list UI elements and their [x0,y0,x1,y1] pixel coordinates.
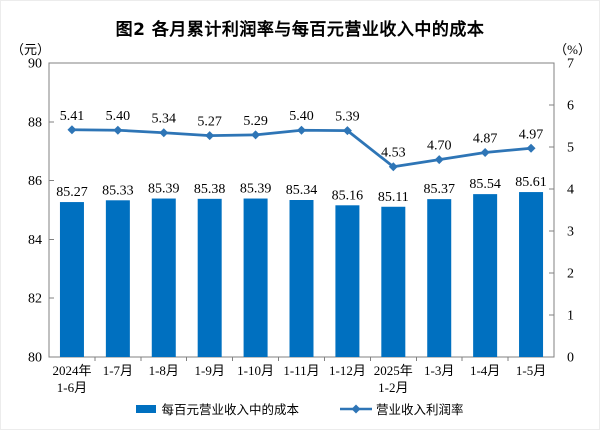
right-axis-tick-label: 3 [567,225,574,240]
line-marker-icon [113,125,123,135]
bar-series-swatch-icon [136,404,157,413]
legend: 每百元营业收入中的成本 营业收入利润率 [1,399,599,418]
bar-value-label: 85.38 [194,182,226,197]
line-marker-icon [388,162,398,172]
bar-value-label: 85.39 [240,182,272,197]
bar [59,202,84,357]
line-value-label: 4.53 [381,146,406,161]
left-axis-tick-label: 88 [28,115,42,130]
line-value-label: 4.97 [519,127,544,142]
line-value-label: 5.40 [289,109,314,124]
x-axis-label: 2025年 [374,363,413,378]
bar-value-label: 85.27 [56,185,88,200]
legend-label-profit-rate: 营业收入利润率 [376,403,464,417]
bar-value-label: 85.16 [332,188,364,203]
left-axis-tick-label: 84 [28,233,42,248]
line-series-swatch-icon [339,403,373,415]
line-marker-icon [526,143,536,153]
right-axis-tick-label: 4 [567,183,574,198]
bar-value-label: 85.11 [378,190,409,205]
x-axis-label: 1-9月 [195,363,225,378]
x-axis-label: 1-4月 [470,363,500,378]
right-axis-tick-label: 2 [567,267,574,282]
x-axis-label: 1-3月 [424,363,454,378]
bar [519,192,544,357]
line-value-label: 4.70 [427,139,452,154]
line-marker-icon [480,147,490,157]
line-value-label: 5.29 [243,114,268,129]
left-axis-tick-label: 82 [28,292,42,307]
left-axis-tick-label: 80 [28,351,42,366]
x-axis-label: 1-6月 [57,380,87,395]
legend-item-profit-rate: 营业收入利润率 [339,399,464,418]
bar [335,205,360,357]
bar-value-label: 85.34 [286,183,318,198]
line-value-label: 5.41 [60,109,85,124]
bar [381,206,406,357]
left-axis-tick-label: 86 [28,174,42,189]
bar-value-label: 85.39 [148,182,180,197]
bar-value-label: 85.61 [515,175,547,190]
x-axis-label: 2024年 [52,363,91,378]
line-value-label: 5.34 [152,112,177,127]
line-marker-icon [159,128,169,138]
right-axis-tick-label: 5 [567,141,574,156]
line-marker-icon [251,130,261,140]
bar [427,199,452,357]
x-axis-label: 1-2月 [378,380,408,395]
x-axis-label: 1-5月 [516,363,546,378]
bar [151,198,176,357]
right-axis-tick-label: 7 [567,57,574,72]
legend-label-cost: 每百元营业收入中的成本 [161,403,299,417]
chart-title: 图2 各月累计利润率与每百元营业收入中的成本 [115,20,485,40]
bar-value-label: 85.37 [423,182,455,197]
line-marker-icon [434,155,444,165]
x-axis-label: 1-8月 [149,363,179,378]
x-axis-label: 1-11月 [283,363,319,378]
bar-value-label: 85.33 [102,183,134,198]
line-marker-icon [297,125,306,135]
bar [105,200,130,357]
bar-value-label: 85.54 [469,177,501,192]
x-axis-label: 1-7月 [103,363,133,378]
bar [243,198,268,357]
bar [473,194,498,357]
line-marker-icon [205,131,215,141]
line-value-label: 4.87 [473,131,498,146]
right-axis-unit-label: （%） [554,42,591,57]
left-axis-tick-label: 90 [28,57,42,72]
line-value-label: 5.27 [197,115,222,130]
line-value-label: 5.40 [106,109,131,124]
bar [289,200,314,357]
line-value-label: 5.39 [335,110,360,125]
right-axis-tick-label: 6 [567,99,574,114]
left-axis-unit-label: （元） [11,42,51,57]
line-series [71,128,532,169]
right-axis-tick-label: 1 [567,309,574,324]
legend-item-cost: 每百元营业收入中的成本 [136,399,299,418]
x-axis-label: 1-10月 [237,363,274,378]
right-axis-tick-label: 0 [567,351,574,366]
x-axis-label: 1-12月 [329,363,366,378]
line-marker-icon [67,125,77,135]
bar [197,198,222,357]
